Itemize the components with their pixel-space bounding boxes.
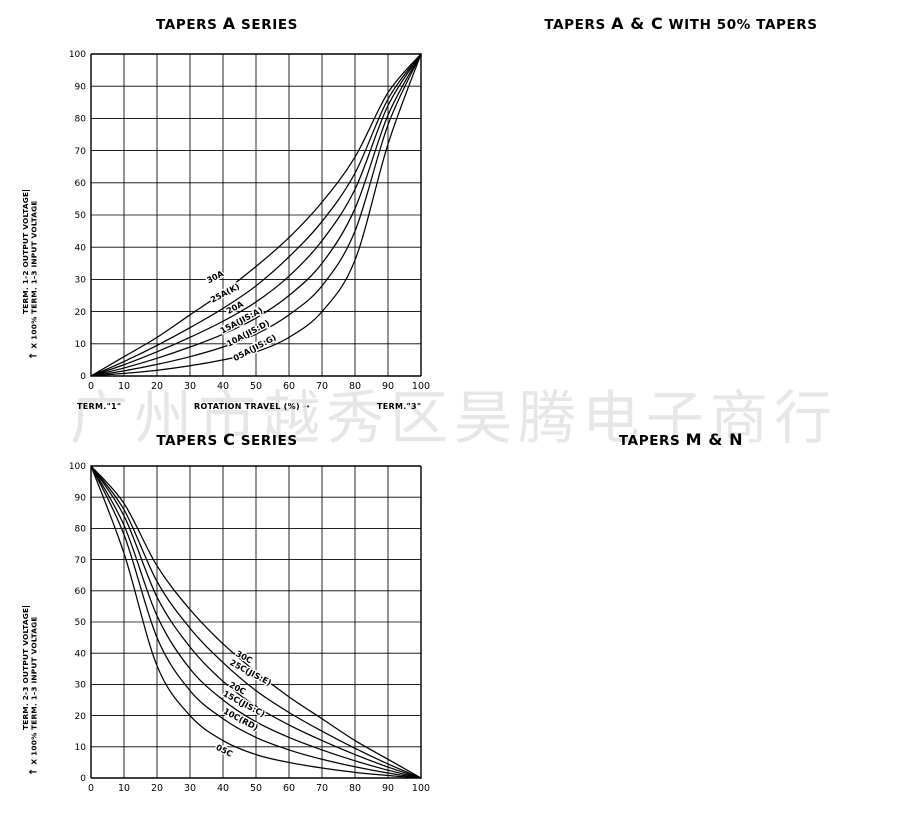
y-axis-denominator: TERM. 1-3 INPUT VOLTAGE (29, 615, 39, 730)
curve-15C(JIS:C) (90, 465, 422, 779)
x-axis-left-terminal: TERM."1" (77, 402, 122, 411)
y-tick-70: 70 (75, 556, 87, 566)
y-tick-60: 60 (75, 587, 87, 597)
y-axis-label-0: ↑ X 100% TERM. 1-2 OUTPUT VOLTAGE TERM. 1… (21, 120, 40, 360)
chart-title-0: TAPERS A SERIES (156, 14, 298, 33)
y-tick-40: 40 (75, 649, 87, 659)
x-tick-50: 50 (250, 381, 262, 392)
x-tick-80: 80 (349, 381, 361, 392)
x-tick-40: 40 (217, 381, 229, 392)
curve-05C (90, 465, 422, 779)
x-tick-90: 90 (382, 381, 394, 392)
y-tick-100: 100 (69, 462, 86, 472)
x-tick-10: 10 (118, 381, 130, 392)
x-tick-40: 40 (217, 783, 229, 794)
y-tick-labels: 0 10 20 30 40 50 60 70 80 90 100 (69, 462, 86, 784)
y-tick-0: 0 (80, 372, 86, 382)
y-tick-20: 20 (75, 712, 87, 722)
curve-30A (90, 53, 422, 377)
y-tick-30: 30 (75, 681, 87, 691)
curve-20C (90, 465, 422, 779)
x-tick-60: 60 (283, 381, 295, 392)
x-tick-30: 30 (184, 381, 196, 392)
x-tick-90: 90 (382, 783, 394, 794)
curves (90, 465, 422, 779)
chart-title-2: TAPERS C SERIES (156, 430, 298, 449)
curve-20A (90, 53, 422, 377)
y-tick-50: 50 (75, 211, 87, 221)
y-tick-0: 0 (80, 774, 86, 784)
x-tick-0: 0 (88, 783, 94, 794)
y-axis-fraction: TERM. 2-3 OUTPUT VOLTAGE TERM. 1-3 INPUT … (21, 606, 39, 730)
y-tick-10: 10 (75, 743, 87, 753)
y-tick-80: 80 (75, 115, 87, 125)
x-tick-70: 70 (316, 381, 328, 392)
y-tick-70: 70 (75, 147, 87, 157)
y-axis-multiplier: X 100% (29, 729, 39, 768)
chart-svg-0: 0 10 20 30 40 50 60 70 80 90 100 0 10 20 30 40 50 60 70 80 9… (69, 50, 430, 392)
x-tick-0: 0 (88, 381, 94, 392)
chart-panel-tapers-a-c-50: TAPERS A & C WITH 50% TAPERS ↑ X 100% TE… (454, 0, 908, 420)
curve-30C (90, 465, 422, 779)
chart-title-1: TAPERS A & C WITH 50% TAPERS (544, 14, 818, 33)
x-tick-100: 100 (412, 381, 430, 392)
curve-25A(K) (90, 53, 422, 377)
y-tick-50: 50 (75, 618, 87, 628)
x-tick-50: 50 (250, 783, 262, 794)
y-axis-arrow: ↑ (28, 767, 40, 776)
y-axis-denominator: TERM. 1-3 INPUT VOLTAGE (29, 199, 39, 314)
y-tick-100: 100 (69, 50, 86, 60)
x-tick-10: 10 (118, 783, 130, 794)
chart-panel-tapers-a-series: TAPERS A SERIES ↑ X 100% TERM. 1-2 OUTPU… (0, 0, 454, 420)
y-axis-multiplier: X 100% (29, 313, 39, 352)
x-tick-labels: 0 10 20 30 40 50 60 70 80 90 100 (88, 381, 430, 392)
chart-panel-tapers-c-series: TAPERS C SERIES ↑ X 100% TERM. 2-3 OUTPU… (0, 418, 454, 803)
chart-panel-tapers-m-n: TAPERS M & N ↑ X 100% TERM. 1-2 OUTPUT V… (454, 418, 908, 803)
curve-15A(JIS:A) (90, 53, 422, 377)
x-tick-60: 60 (283, 783, 295, 794)
curve-25C(JIS:E) (90, 465, 422, 779)
x-tick-20: 20 (151, 381, 163, 392)
y-axis-arrow: ↑ (28, 351, 40, 360)
curve-10A(JIS:D) (90, 53, 422, 377)
y-tick-90: 90 (75, 82, 87, 92)
grid-lines (90, 465, 422, 779)
y-tick-60: 60 (75, 179, 87, 189)
y-tick-10: 10 (75, 340, 87, 350)
curve-10C(RD) (90, 465, 422, 779)
x-tick-70: 70 (316, 783, 328, 794)
y-tick-80: 80 (75, 525, 87, 535)
y-tick-20: 20 (75, 308, 87, 318)
y-tick-labels: 0 10 20 30 40 50 60 70 80 90 100 (69, 50, 86, 382)
y-tick-90: 90 (75, 493, 87, 503)
grid-lines (90, 53, 422, 377)
x-tick-100: 100 (412, 783, 430, 794)
y-tick-40: 40 (75, 243, 87, 253)
y-tick-30: 30 (75, 276, 87, 286)
curves (90, 53, 422, 377)
x-axis-title: ROTATION TRAVEL (%) ➝ (194, 402, 311, 411)
chart-svg-2: 0 10 20 30 40 50 60 70 80 90 100 0 10 20 30 40 50 60 70 80 9… (69, 462, 430, 794)
y-axis-fraction: TERM. 1-2 OUTPUT VOLTAGE TERM. 1-3 INPUT … (21, 190, 39, 314)
plot-area-0: 0 10 20 30 40 50 60 70 80 90 100 0 10 20 30 40 50 60 70 80 9… (57, 48, 435, 422)
x-tick-30: 30 (184, 783, 196, 794)
x-tick-20: 20 (151, 783, 163, 794)
x-tick-labels: 0 10 20 30 40 50 60 70 80 90 100 (88, 783, 430, 794)
y-axis-label-2: ↑ X 100% TERM. 2-3 OUTPUT VOLTAGE TERM. 1… (21, 536, 40, 776)
chart-title-3: TAPERS M & N (618, 430, 744, 449)
curve-05A(JIS:G) (90, 53, 422, 377)
x-axis-right-terminal: TERM."3" (377, 402, 422, 411)
x-tick-80: 80 (349, 783, 361, 794)
plot-area-2: 0 10 20 30 40 50 60 70 80 90 100 0 10 20 30 40 50 60 70 80 9… (57, 460, 435, 824)
